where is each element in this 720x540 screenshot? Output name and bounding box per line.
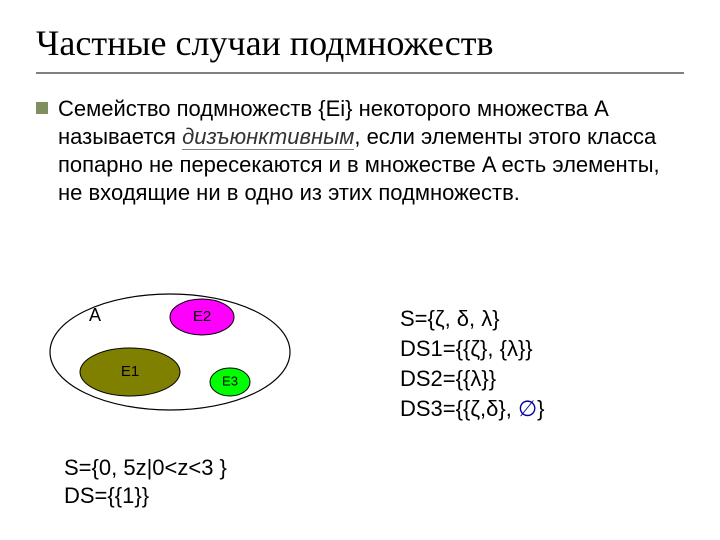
right-equations: S={ζ, δ, λ} DS1={{ζ}, {λ}} DS2={{λ}} DS3… [400, 305, 545, 425]
eq-DS3-pre: DS3={{ζ,δ}, [400, 396, 518, 421]
emphasized-term: дизъюнктивным [182, 124, 354, 150]
empty-set-icon: ∅ [518, 396, 537, 421]
label-E3: E3 [222, 373, 238, 388]
eq-DS2: DS2={{λ}} [400, 365, 545, 393]
eq-DS3-post: } [537, 396, 544, 421]
eq-DS1: DS1={{ζ}, {λ}} [400, 335, 545, 363]
set-A-ellipse [50, 294, 290, 410]
eq-S: S={ζ, δ, λ} [400, 305, 545, 333]
body-text: Семейство подмножеств {Ei} некоторого мн… [58, 95, 684, 207]
bullet-block: Семейство подмножеств {Ei} некоторого мн… [36, 95, 684, 207]
eq-DS3: DS3={{ζ,δ}, ∅} [400, 395, 545, 423]
slide-title: Частные случаи подмножеств [36, 22, 494, 64]
left-equations: S={0, 5z|0<z<3 } DS={{1}} [64, 454, 227, 510]
label-E1: E1 [121, 363, 139, 380]
venn-diagram: A E2 E1 E3 [40, 282, 300, 422]
title-underline [36, 72, 684, 74]
bullet-square-icon [36, 102, 48, 114]
label-A: A [89, 305, 101, 325]
label-E2: E2 [193, 308, 211, 325]
